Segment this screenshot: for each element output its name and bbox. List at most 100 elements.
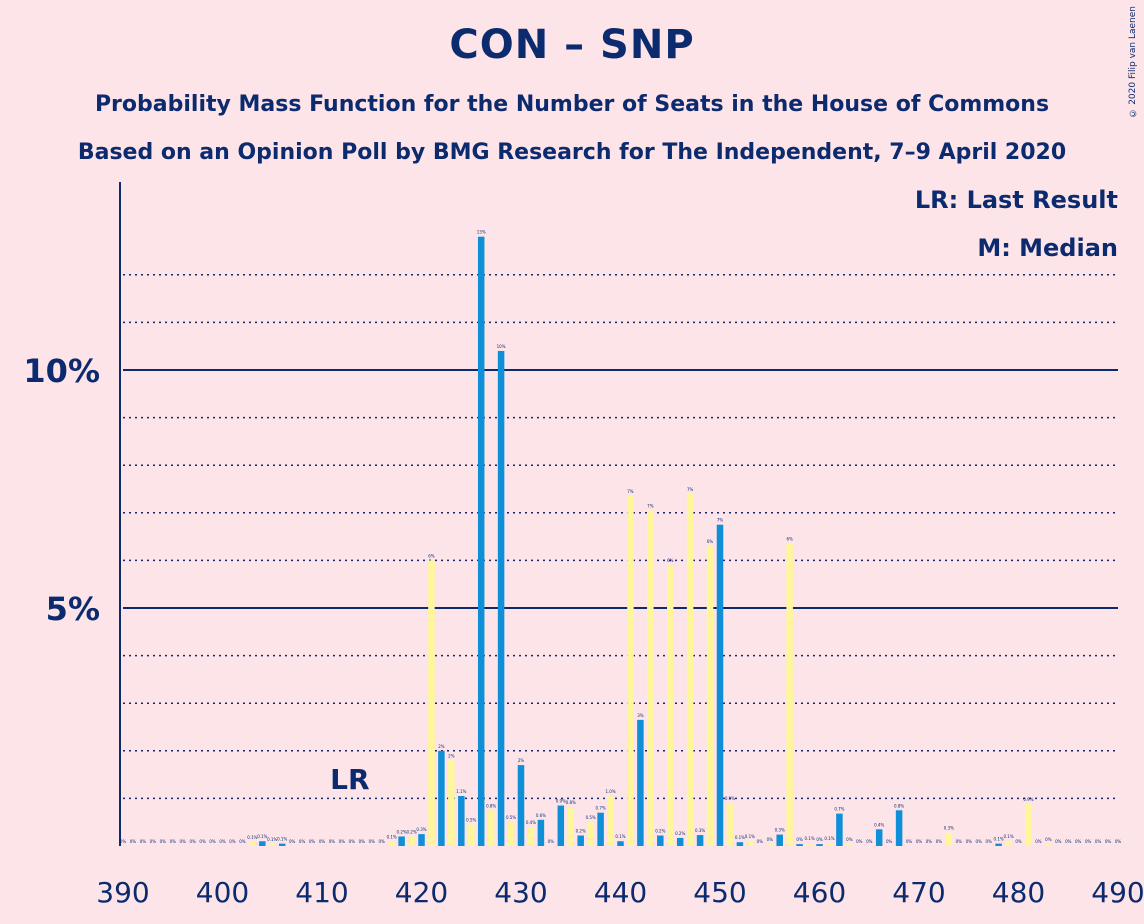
bar-value-label: 0.6% bbox=[536, 813, 546, 818]
bar bbox=[706, 546, 714, 846]
bar bbox=[786, 543, 793, 846]
bar bbox=[418, 834, 425, 846]
bar-value-label: 0.3% bbox=[944, 826, 954, 831]
x-tick-label: 390 bbox=[96, 876, 149, 909]
bar-value-label: 0% bbox=[866, 839, 873, 844]
bar bbox=[945, 832, 953, 846]
bar-value-label: 7% bbox=[647, 503, 654, 508]
bar-value-label: 0.8% bbox=[566, 800, 576, 805]
bar-value-label: 0% bbox=[1055, 839, 1062, 844]
bar bbox=[537, 819, 545, 846]
y-tick-label: 10% bbox=[23, 352, 100, 390]
bar-value-label: 0% bbox=[966, 839, 973, 844]
bar bbox=[527, 826, 535, 846]
bar bbox=[637, 719, 644, 846]
bar-value-label: 0% bbox=[349, 839, 356, 844]
bar-value-label: 0% bbox=[160, 839, 167, 844]
bar-value-label: 0% bbox=[846, 837, 853, 842]
x-tick-label: 420 bbox=[395, 876, 448, 909]
bar-value-label: 2% bbox=[518, 758, 525, 763]
bar bbox=[1005, 841, 1012, 846]
bar bbox=[468, 824, 475, 846]
x-tick-label: 480 bbox=[992, 876, 1045, 909]
bar bbox=[597, 812, 604, 846]
bar-value-label: 0% bbox=[189, 839, 196, 844]
bar bbox=[667, 565, 674, 846]
bar-value-label: 1.0% bbox=[605, 789, 615, 794]
x-tick-label: 410 bbox=[295, 876, 348, 909]
bar-value-label: 0% bbox=[1075, 839, 1082, 844]
bar-value-label: 0.5% bbox=[506, 815, 516, 820]
x-tick-label: 460 bbox=[793, 876, 846, 909]
bar-value-label: 0% bbox=[140, 839, 147, 844]
bar bbox=[517, 765, 525, 846]
bar bbox=[816, 844, 823, 846]
bar-value-label: 0% bbox=[239, 839, 246, 844]
bar bbox=[269, 844, 276, 846]
bar bbox=[398, 836, 405, 846]
bar-value-label: 0.1% bbox=[735, 835, 745, 840]
bar-value-label: 3% bbox=[637, 713, 644, 718]
bar-value-label: 0% bbox=[379, 839, 386, 844]
bar-value-label: 10% bbox=[497, 344, 506, 349]
x-tick-label: 490 bbox=[1091, 876, 1144, 909]
bar-value-label: 0% bbox=[209, 839, 216, 844]
bar-value-label: 0.8% bbox=[486, 803, 496, 808]
bar bbox=[278, 843, 286, 846]
bar-value-label: 0.5% bbox=[466, 818, 476, 823]
bar-value-label: 0.4% bbox=[526, 820, 536, 825]
bar bbox=[477, 236, 485, 847]
bar-value-label: 0% bbox=[1015, 839, 1022, 844]
bar bbox=[686, 493, 694, 846]
bar-value-label: 0% bbox=[1045, 837, 1052, 842]
bar bbox=[458, 796, 465, 846]
bar-value-label: 0.7% bbox=[834, 807, 844, 812]
bar-value-label: 0% bbox=[767, 837, 774, 842]
bar-value-label: 0% bbox=[796, 837, 803, 842]
bar-value-label: 0% bbox=[926, 839, 933, 844]
bar-value-label: 6% bbox=[428, 553, 435, 558]
bar-value-label: 0.9% bbox=[725, 796, 735, 801]
bar-value-label: 0.1% bbox=[804, 836, 814, 841]
bar-value-label: 0% bbox=[976, 839, 983, 844]
bar-value-label: 0.1% bbox=[387, 835, 397, 840]
bar-value-label: 0% bbox=[150, 839, 157, 844]
bar-value-label: 0.9% bbox=[556, 799, 566, 804]
bar-value-label: 0.2% bbox=[406, 829, 416, 834]
bar bbox=[487, 810, 495, 846]
bar-value-label: 0.1% bbox=[257, 834, 267, 839]
bar bbox=[1045, 844, 1052, 846]
bar bbox=[766, 844, 773, 846]
bar bbox=[995, 843, 1002, 846]
bar-value-label: 0% bbox=[299, 839, 306, 844]
legend-last-result: LR: Last Result bbox=[914, 186, 1118, 214]
bar-value-label: 0% bbox=[339, 839, 346, 844]
bar-value-label: 0% bbox=[816, 837, 823, 842]
bar bbox=[716, 524, 724, 846]
bar-value-label: 0% bbox=[985, 839, 992, 844]
bar-value-label: 0% bbox=[170, 839, 177, 844]
bar-value-label: 0% bbox=[1105, 839, 1112, 844]
bar-value-label: 0.1% bbox=[1003, 834, 1013, 839]
bar-value-label: 0% bbox=[180, 839, 187, 844]
x-tick-label: 400 bbox=[196, 876, 249, 909]
bar bbox=[657, 835, 664, 846]
bar-value-label: 0.3% bbox=[416, 827, 426, 832]
bar-value-label: 0.2% bbox=[675, 831, 685, 836]
bar-value-label: 0% bbox=[199, 839, 206, 844]
bar-value-label: 0% bbox=[329, 839, 336, 844]
legend-median: M: Median bbox=[977, 234, 1118, 262]
bar bbox=[746, 841, 754, 846]
bar bbox=[617, 841, 624, 846]
bar-value-label: 13% bbox=[477, 230, 486, 235]
bar bbox=[587, 822, 594, 846]
bar-value-label: 0% bbox=[359, 839, 366, 844]
bar-value-label: 0.1% bbox=[277, 837, 287, 842]
bar-value-label: 0% bbox=[956, 839, 963, 844]
bar bbox=[567, 806, 574, 846]
bar-value-label: 0.2% bbox=[576, 829, 586, 834]
bar-value-label: 0% bbox=[1115, 839, 1122, 844]
bar-value-label: 6% bbox=[786, 537, 793, 542]
bar bbox=[448, 760, 455, 846]
